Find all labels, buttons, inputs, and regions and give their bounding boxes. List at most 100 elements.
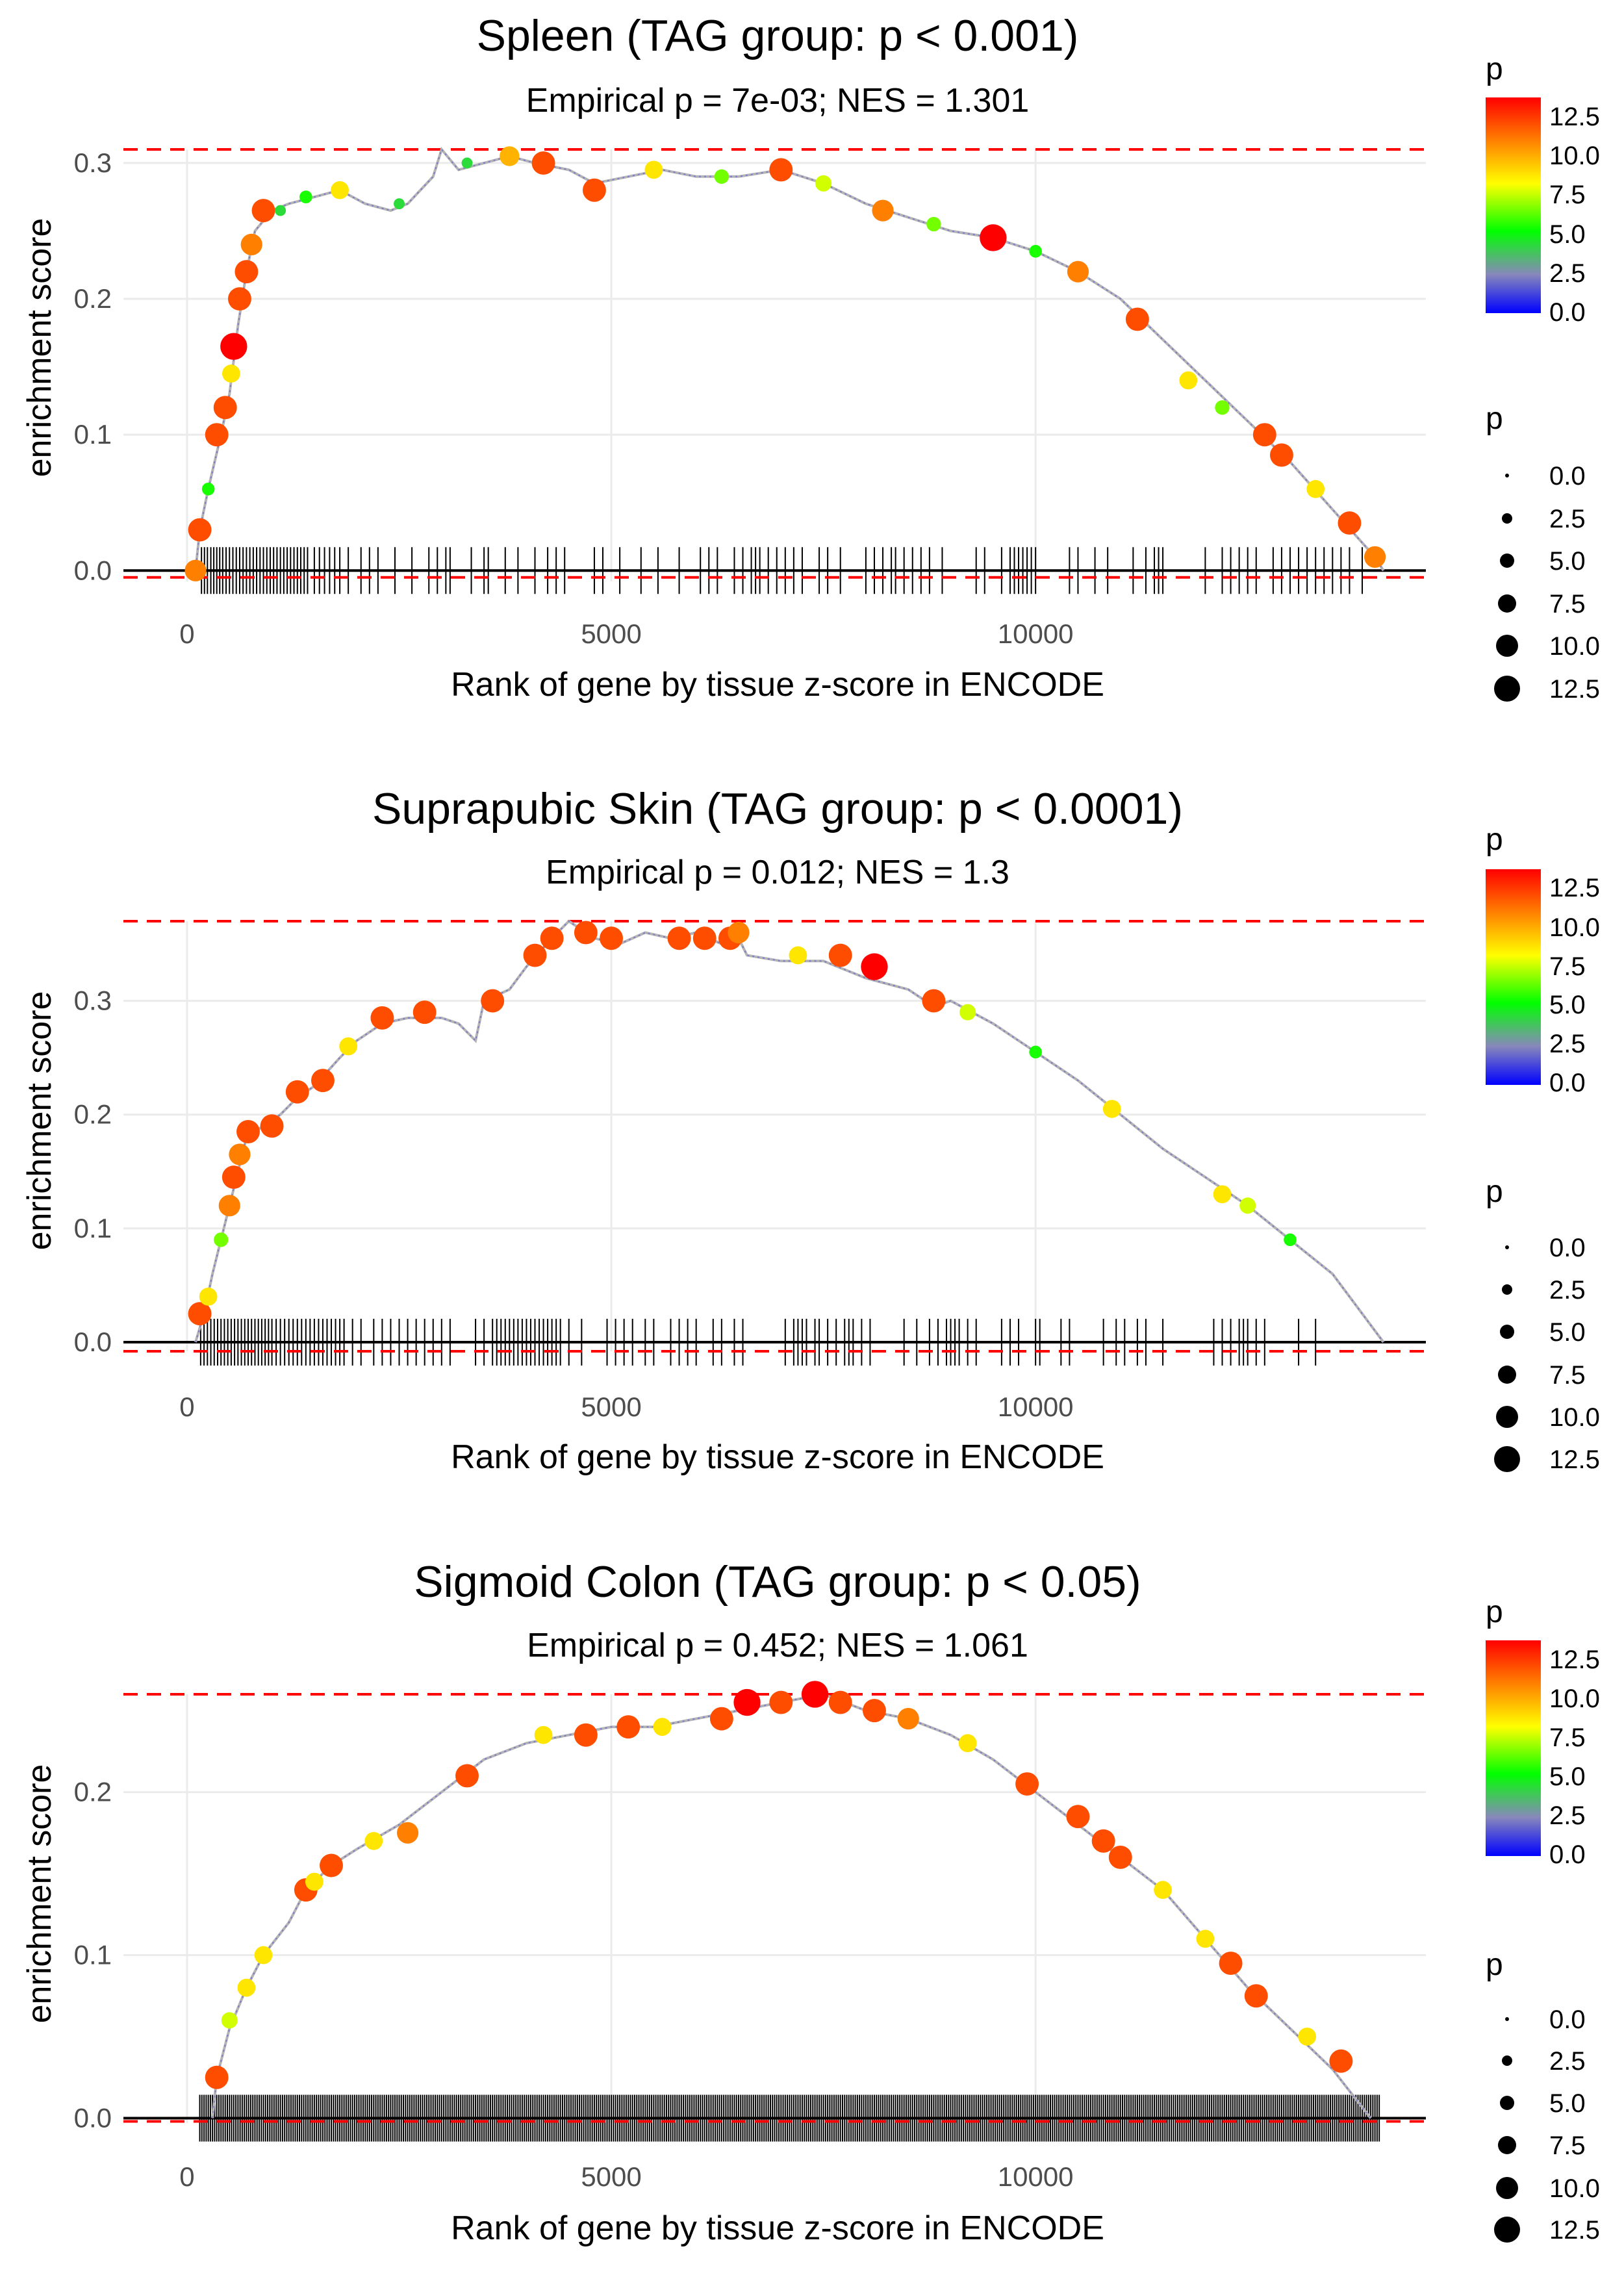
x-tick-label: 5000 [581, 2161, 641, 2192]
panel-spleen: Spleen (TAG group: p < 0.001) Empirical … [21, 11, 1600, 704]
es-point [733, 1688, 761, 1716]
color-tick: 5.0 [1549, 220, 1586, 249]
size-key-dot [1505, 2017, 1509, 2021]
es-point [229, 1143, 251, 1165]
es-point [221, 2012, 238, 2029]
es-point [574, 921, 598, 945]
es-point [1364, 546, 1386, 568]
x-tick-label: 10000 [998, 618, 1074, 649]
es-point [275, 205, 286, 216]
size-key-label: 7.5 [1549, 2131, 1586, 2160]
es-points [205, 1681, 1353, 2089]
es-point [370, 1006, 394, 1030]
size-key-dot [1498, 594, 1516, 613]
size-key-label: 12.5 [1549, 675, 1600, 704]
es-point [299, 190, 312, 203]
es-point [1329, 2049, 1353, 2073]
es-points [184, 146, 1386, 581]
es-point [461, 157, 473, 169]
y-tick-label: 0.0 [74, 1327, 112, 1357]
es-point [1306, 479, 1325, 498]
es-point [1125, 307, 1149, 331]
es-point [481, 989, 505, 1013]
plot-area: 0 5000 10000 0.0 0.1 0.2 [74, 1681, 1426, 2192]
es-point [1239, 1197, 1256, 1214]
es-point [980, 224, 1007, 251]
es-point [897, 1708, 919, 1730]
es-point [863, 1699, 886, 1723]
y-tick-label: 0.1 [74, 1213, 112, 1243]
es-point [1154, 1881, 1172, 1900]
x-axis-label: Rank of gene by tissue z-score in ENCODE [451, 666, 1104, 704]
y-tick-label: 0.2 [74, 1777, 112, 1807]
legend-size-title: p [1486, 1948, 1503, 1982]
es-point [1066, 1805, 1090, 1829]
es-point [653, 1718, 672, 1736]
es-point [214, 1232, 229, 1247]
color-tick: 2.5 [1549, 1801, 1586, 1830]
legend-color-title: p [1486, 1595, 1503, 1629]
es-point [222, 1165, 246, 1189]
y-axis-label: enrichment score [21, 991, 58, 1251]
es-point [1269, 443, 1293, 467]
color-bar-ticks: 12.5 10.0 7.5 5.0 2.5 0.0 [1549, 874, 1600, 1097]
size-legend: 0.0 2.5 5.0 7.5 10.0 12.5 [1494, 2005, 1600, 2245]
x-tick-label: 10000 [998, 1392, 1074, 1422]
panel-sigmoid-colon: Sigmoid Colon (TAG group: p < 0.05) Empi… [21, 1557, 1600, 2247]
es-point [455, 1764, 479, 1788]
es-point [205, 423, 229, 447]
es-point [1213, 1185, 1232, 1204]
chart-subtitle: Empirical p = 0.012; NES = 1.3 [546, 854, 1009, 891]
es-point [523, 943, 547, 967]
es-point [1338, 511, 1362, 535]
es-point [959, 1004, 976, 1021]
es-point [394, 198, 405, 210]
es-point [235, 260, 259, 284]
chart-subtitle: Empirical p = 0.452; NES = 1.061 [527, 1627, 1028, 1664]
es-point [828, 943, 852, 967]
es-curve-trace [195, 147, 1384, 571]
es-curve-trace [212, 1693, 1371, 2119]
size-key-label: 0.0 [1549, 462, 1586, 490]
es-point [227, 287, 251, 311]
es-curve [211, 1692, 1372, 2119]
size-legend: 0.0 2.5 5.0 7.5 10.0 12.5 [1494, 462, 1600, 704]
es-point [1284, 1233, 1297, 1247]
y-tick-label: 0.0 [74, 2102, 112, 2133]
es-point [285, 1080, 309, 1104]
color-tick: 0.0 [1549, 1069, 1586, 1097]
color-tick: 5.0 [1549, 991, 1586, 1019]
es-point [574, 1723, 598, 1747]
y-tick-label: 0.1 [74, 1940, 112, 1970]
es-point [709, 1707, 733, 1731]
x-axis-label: Rank of gene by tissue z-score in ENCODE [451, 1438, 1104, 1476]
y-tick-label: 0.3 [74, 986, 112, 1016]
color-tick: 12.5 [1549, 103, 1600, 131]
es-point [240, 233, 262, 255]
es-point [220, 333, 247, 360]
es-point [789, 946, 807, 965]
es-point [582, 178, 606, 202]
es-point [1102, 1100, 1121, 1118]
es-points [188, 921, 1297, 1326]
y-tick-label: 0.3 [74, 147, 112, 178]
legend-color-title: p [1486, 52, 1503, 86]
es-point [872, 199, 894, 222]
color-tick: 7.5 [1549, 1724, 1586, 1752]
size-key-dot [1502, 513, 1512, 524]
es-point [769, 158, 793, 182]
es-point [815, 175, 832, 192]
es-point [364, 1831, 383, 1850]
es-point [199, 1288, 218, 1306]
legend-size-title: p [1486, 401, 1503, 436]
size-key-dot [1494, 1446, 1520, 1472]
es-point [201, 482, 215, 496]
es-point [861, 953, 888, 980]
es-point [1029, 1045, 1042, 1059]
es-curve [194, 919, 1385, 1343]
es-point [922, 989, 946, 1013]
es-point [600, 926, 624, 950]
color-bar-ticks: 12.5 10.0 7.5 5.0 2.5 0.0 [1549, 1646, 1600, 1869]
